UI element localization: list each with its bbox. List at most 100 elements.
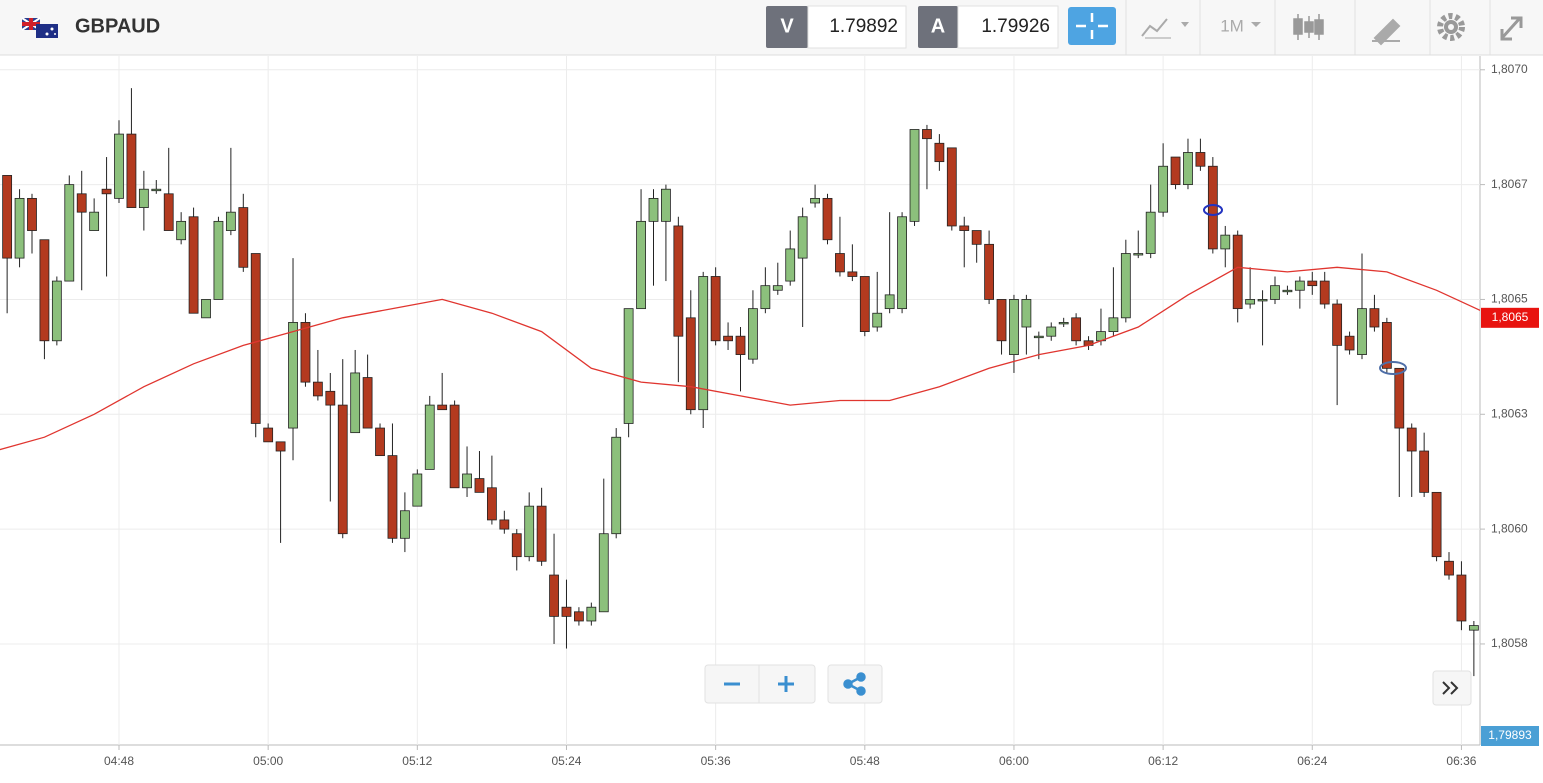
candle-body	[598, 533, 609, 613]
crosshair-button[interactable]	[1068, 7, 1116, 45]
y-tick-label: 1,8070	[1491, 62, 1528, 76]
candle-body	[1195, 152, 1206, 167]
candle-body	[1108, 317, 1119, 333]
last-price-label: 1,8065	[1492, 310, 1529, 324]
candle-type-button[interactable]	[1293, 14, 1324, 40]
ask-box[interactable]	[957, 5, 1059, 49]
plot-area	[0, 88, 1480, 677]
y-tick-label: 1,8063	[1491, 406, 1528, 420]
candle-body	[1145, 211, 1156, 254]
x-tick-label: 05:24	[551, 754, 581, 768]
candle-body	[14, 197, 25, 259]
x-tick-label: 05:36	[701, 754, 731, 768]
candle-body	[710, 276, 721, 342]
chart-type-button[interactable]	[1141, 18, 1189, 39]
candle-body	[151, 188, 162, 192]
candle-body	[27, 197, 37, 231]
candle-body	[126, 133, 137, 208]
candle-body	[163, 193, 174, 231]
flag	[21, 17, 58, 38]
candle-body	[636, 220, 646, 310]
moving-average	[0, 266, 1480, 451]
candle-body	[1406, 427, 1417, 452]
candle-body	[511, 533, 522, 558]
ask: 1.79926	[981, 16, 1050, 37]
candle-body	[76, 193, 87, 213]
candle-body	[1444, 560, 1454, 576]
x-tick-label: 06:36	[1446, 754, 1476, 768]
candle-body	[1294, 280, 1305, 291]
candle-body	[114, 133, 124, 199]
candle-body	[424, 404, 435, 470]
grid	[0, 56, 1480, 745]
timeframe-caret	[1251, 22, 1261, 27]
x-tick-label: 06:00	[999, 754, 1029, 768]
candle-body	[1245, 299, 1256, 305]
candle-body	[275, 441, 286, 452]
timeframe[interactable]: 1M	[1220, 16, 1244, 35]
candle-body	[1394, 367, 1405, 429]
marker	[1379, 361, 1407, 375]
bid: 1.79892	[829, 16, 898, 37]
candle-body	[486, 487, 497, 521]
candle-body	[1257, 299, 1268, 302]
draw-button[interactable]	[1372, 18, 1401, 46]
candle-body	[561, 606, 572, 617]
x-tick-label: 06:24	[1297, 754, 1327, 768]
bottom-price-box	[1481, 726, 1539, 746]
candle-body	[586, 606, 597, 622]
y-tick-label: 1,8058	[1491, 636, 1528, 650]
candle-body	[250, 253, 261, 424]
candle-body	[922, 129, 932, 140]
candle-body	[2, 175, 13, 259]
candle-body	[859, 276, 870, 333]
ask-tag-box[interactable]	[918, 6, 958, 48]
zoom-controls	[704, 664, 883, 704]
x-tick-label: 05:12	[402, 754, 432, 768]
candle-body	[39, 239, 50, 342]
candle-body	[238, 207, 249, 268]
settings-button[interactable]	[1437, 13, 1465, 41]
zoom-box	[704, 664, 816, 704]
candle-body	[835, 253, 845, 273]
axes: 1,8070 1,8067 1,8065 1,8063 1,8060 1,8058 04:4…	[104, 62, 1539, 768]
x-tick-label: 05:48	[850, 754, 880, 768]
candle-body	[1071, 317, 1082, 342]
share-button[interactable]	[827, 664, 883, 704]
candle-body	[673, 225, 684, 337]
candle-body	[760, 285, 771, 310]
candle-body	[1220, 234, 1231, 250]
candle-body	[1046, 326, 1057, 337]
zoom-in[interactable]	[778, 676, 794, 692]
scroll-end-button[interactable]	[1432, 670, 1472, 706]
candle-body	[959, 225, 970, 231]
candle-body	[51, 280, 62, 342]
candle-body	[810, 197, 820, 204]
candle-body	[437, 404, 448, 411]
candle-body	[1431, 491, 1442, 558]
bid-tag-box[interactable]	[766, 6, 808, 48]
candle-body	[1021, 299, 1032, 328]
symbol: GBPAUD	[75, 15, 160, 37]
candle-body	[698, 276, 709, 411]
candle-body	[1456, 574, 1467, 622]
candle-body	[748, 308, 758, 360]
candle-body	[387, 455, 398, 539]
candle-body	[536, 505, 547, 562]
candle-body	[325, 390, 336, 406]
candle-body	[138, 188, 149, 208]
candle-body	[1120, 253, 1131, 319]
bid-box[interactable]	[807, 5, 907, 49]
candle-body	[499, 519, 510, 530]
candle-body	[1232, 234, 1243, 310]
candle-body	[263, 427, 274, 443]
candle-body	[1033, 335, 1044, 339]
fullscreen-button[interactable]	[1500, 16, 1523, 41]
candle-body	[449, 404, 460, 489]
candle-body	[188, 216, 199, 314]
candle-body	[897, 216, 907, 310]
y-tick-label: 1,8067	[1491, 177, 1528, 191]
last-price-box	[1481, 307, 1539, 328]
candle-body	[772, 285, 783, 291]
